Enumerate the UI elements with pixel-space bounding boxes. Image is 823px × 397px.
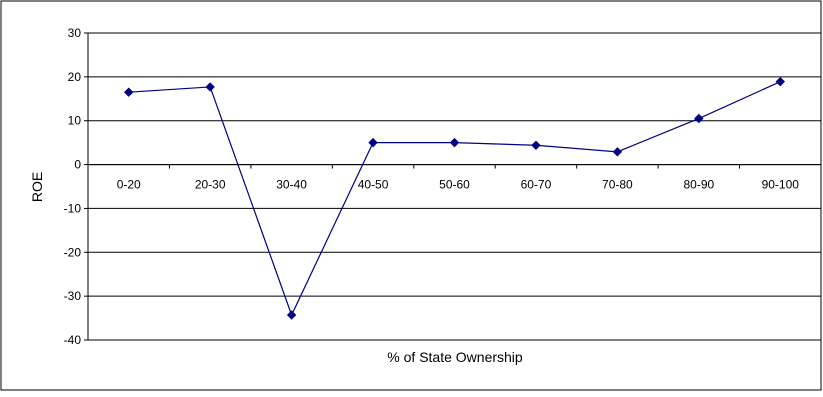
x-axis-title: % of State Ownership (387, 349, 523, 365)
x-tick-label: 70-80 (602, 178, 633, 192)
series (124, 76, 785, 320)
data-point (124, 87, 134, 97)
y-tick-label: 10 (68, 114, 82, 128)
data-point (531, 140, 541, 150)
y-tick-label: -10 (64, 201, 82, 215)
x-tick-label: 90-100 (762, 178, 800, 192)
data-point (286, 310, 297, 320)
x-tick-label: 0-20 (117, 178, 141, 192)
x-tick-labels: 0-20 20-30 30-40 40-50 50-60 60-70 70-80 80-90 9… (117, 178, 800, 192)
x-tick-label: 40-50 (358, 178, 389, 192)
y-tick-label: 0 (74, 158, 81, 172)
data-point (694, 113, 704, 124)
x-tick-label: 80-90 (683, 178, 714, 192)
data-point (612, 147, 623, 157)
x-tick-label: 60-70 (521, 178, 552, 192)
data-point (205, 82, 215, 92)
x-tick-label: 20-30 (195, 178, 226, 192)
data-point (775, 76, 785, 87)
x-tick-label: 30-40 (276, 178, 307, 192)
x-tick-label: 50-60 (439, 178, 470, 192)
data-point (449, 137, 460, 148)
y-tick-label: 30 (68, 26, 82, 40)
y-tick-label: -20 (64, 245, 82, 259)
data-point (368, 137, 378, 148)
y-tick-label: -30 (64, 289, 82, 303)
y-tick-label: -40 (64, 333, 82, 347)
axes (84, 32, 822, 341)
y-tick-labels: 30 20 10 0 -10 -20 -30 -40 (64, 26, 82, 347)
y-axis-title: ROE (29, 172, 45, 202)
y-tick-label: 20 (68, 70, 82, 84)
